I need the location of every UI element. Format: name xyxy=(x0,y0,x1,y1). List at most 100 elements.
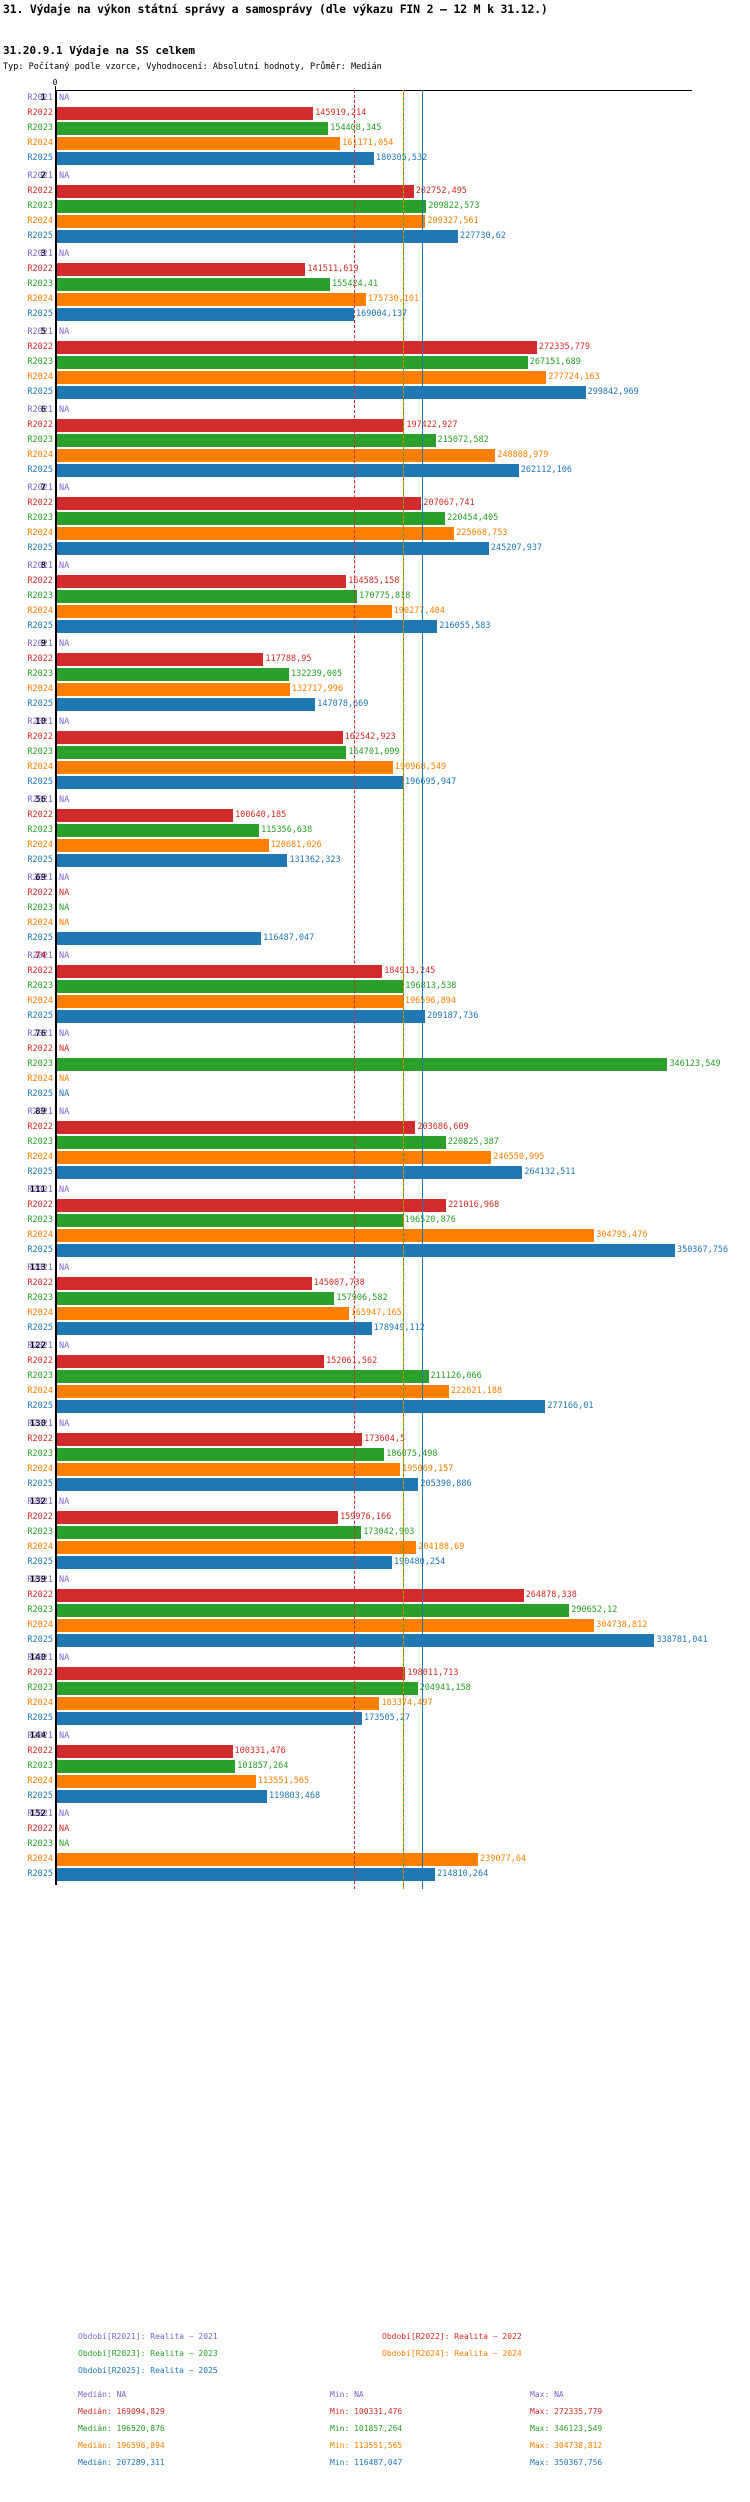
bar-value-label: 197422,927 xyxy=(406,420,458,430)
bar-R2023[interactable] xyxy=(55,1526,362,1539)
series-label-R2023: R2023 xyxy=(27,1605,53,1615)
bar-R2022[interactable] xyxy=(55,1199,447,1212)
bar-R2024[interactable] xyxy=(55,1775,256,1788)
bar-R2025[interactable] xyxy=(55,1790,267,1803)
bar-R2022[interactable] xyxy=(55,1745,233,1758)
bar-R2022[interactable] xyxy=(55,1121,416,1134)
bar-R2025[interactable] xyxy=(55,1166,523,1179)
bar-R2025[interactable] xyxy=(55,386,586,399)
bar-R2025[interactable] xyxy=(55,1244,675,1257)
bar-R2023[interactable] xyxy=(55,1370,429,1383)
bar-R2023[interactable] xyxy=(55,668,289,681)
bar-R2024[interactable] xyxy=(55,527,455,540)
bar-R2022[interactable] xyxy=(55,1667,406,1680)
bar-R2024[interactable] xyxy=(55,683,290,696)
bar-R2024[interactable] xyxy=(55,293,366,306)
bar-R2023[interactable] xyxy=(55,278,330,291)
bar-R2025[interactable] xyxy=(55,464,519,477)
bar-R2023[interactable] xyxy=(55,1292,335,1305)
bar-R2022[interactable] xyxy=(55,809,234,822)
bar-R2022[interactable] xyxy=(55,1355,325,1368)
bar-R2022[interactable] xyxy=(55,1277,312,1290)
bar-R2023[interactable] xyxy=(55,1214,403,1227)
bar-R2022[interactable] xyxy=(55,1589,524,1602)
bar-R2025[interactable] xyxy=(55,698,316,711)
bar-R2023[interactable] xyxy=(55,1604,570,1617)
bar-R2022[interactable] xyxy=(55,107,314,120)
legend-entry: Období[R2025]: Realita – 2025 xyxy=(78,2366,218,2375)
bar-R2023[interactable] xyxy=(55,356,528,369)
bar-R2024[interactable] xyxy=(55,1463,401,1476)
bar-R2024[interactable] xyxy=(55,605,392,618)
bar-R2025[interactable] xyxy=(55,308,355,321)
chart-row: R2024 183374,497 xyxy=(0,1696,750,1711)
bar-R2022[interactable] xyxy=(55,731,343,744)
chart-row: R2025 299842,969 xyxy=(0,385,750,400)
series-label-R2025: R2025 xyxy=(27,1479,53,1489)
bar-R2025[interactable] xyxy=(55,230,458,243)
chart-row: R2025 245207,937 xyxy=(0,541,750,556)
bar-R2024[interactable] xyxy=(55,1697,380,1710)
bar-R2024[interactable] xyxy=(55,1229,595,1242)
bar-R2024[interactable] xyxy=(55,1541,417,1554)
bar-R2022[interactable] xyxy=(55,419,405,432)
bar-R2025[interactable] xyxy=(55,1322,372,1335)
bar-R2022[interactable] xyxy=(55,341,537,354)
bar-R2023[interactable] xyxy=(55,824,260,837)
bar-R2025[interactable] xyxy=(55,1868,436,1881)
bar-R2022[interactable] xyxy=(55,575,347,588)
series-label-R2023: R2023 xyxy=(27,513,53,523)
bar-R2024[interactable] xyxy=(55,995,403,1008)
bar-R2024[interactable] xyxy=(55,761,393,774)
bar-R2025[interactable] xyxy=(55,620,438,633)
bar-R2023[interactable] xyxy=(55,1058,668,1071)
chart-row: R2021 NA xyxy=(0,1183,750,1198)
bar-R2022[interactable] xyxy=(55,263,306,276)
chart-row: R2023 196520,876 xyxy=(0,1213,750,1228)
bar-R2024[interactable] xyxy=(55,137,341,150)
bar-R2025[interactable] xyxy=(55,776,404,789)
bar-R2023[interactable] xyxy=(55,1682,418,1695)
bar-R2023[interactable] xyxy=(55,200,427,213)
bar-R2025[interactable] xyxy=(55,152,375,165)
bar-R2023[interactable] xyxy=(55,434,436,447)
bar-R2025[interactable] xyxy=(55,932,262,945)
bar-R2023[interactable] xyxy=(55,746,347,759)
stat-max: Max: 272335,779 xyxy=(530,2407,603,2416)
bar-R2024[interactable] xyxy=(55,839,269,852)
bar-R2025[interactable] xyxy=(55,1010,426,1023)
bar-R2025[interactable] xyxy=(55,542,489,555)
bar-R2022[interactable] xyxy=(55,653,264,666)
bar-R2023[interactable] xyxy=(55,1760,236,1773)
series-label-R2022: R2022 xyxy=(27,186,53,196)
series-label-R2022: R2022 xyxy=(27,576,53,586)
bar-R2023[interactable] xyxy=(55,980,404,993)
bar-R2024[interactable] xyxy=(55,1385,449,1398)
series-label-R2022: R2022 xyxy=(27,264,53,274)
bar-R2024[interactable] xyxy=(55,371,547,384)
bar-R2024[interactable] xyxy=(55,449,496,462)
bar-R2023[interactable] xyxy=(55,1448,385,1461)
bar-R2023[interactable] xyxy=(55,1136,446,1149)
bar-R2024[interactable] xyxy=(55,1151,492,1164)
bar-R2022[interactable] xyxy=(55,185,414,198)
bar-R2022[interactable] xyxy=(55,965,383,978)
bar-R2024[interactable] xyxy=(55,1853,479,1866)
bar-R2022[interactable] xyxy=(55,1433,363,1446)
bar-R2024[interactable] xyxy=(55,1619,595,1632)
bar-R2023[interactable] xyxy=(55,512,446,525)
bar-R2024[interactable] xyxy=(55,1307,349,1320)
bar-R2025[interactable] xyxy=(55,1478,419,1491)
bar-R2023[interactable] xyxy=(55,122,329,135)
chart-row: R2024 246550,995 xyxy=(0,1150,750,1165)
bar-R2025[interactable] xyxy=(55,1400,546,1413)
bar-R2022[interactable] xyxy=(55,1511,339,1524)
bar-value-na: NA xyxy=(59,171,70,181)
bar-R2025[interactable] xyxy=(55,854,288,867)
bar-R2022[interactable] xyxy=(55,497,422,510)
bar-R2025[interactable] xyxy=(55,1712,362,1725)
bar-R2023[interactable] xyxy=(55,590,358,603)
bar-R2024[interactable] xyxy=(55,215,426,228)
chart-row: R2025 NA xyxy=(0,1087,750,1102)
bar-R2025[interactable] xyxy=(55,1556,393,1569)
